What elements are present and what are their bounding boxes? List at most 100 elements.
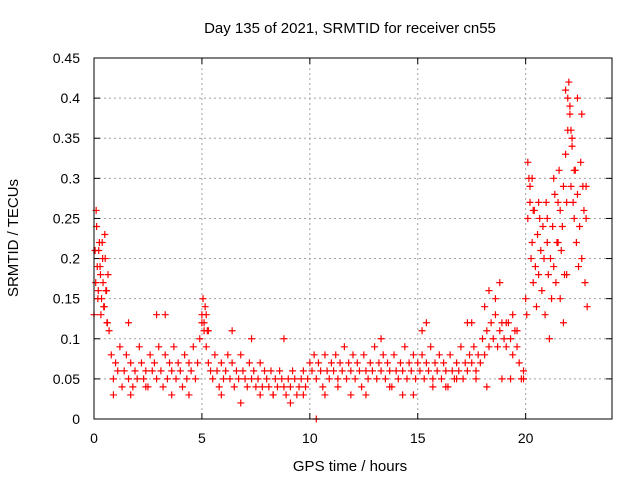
data-point xyxy=(187,367,195,375)
data-point xyxy=(267,367,275,375)
data-point xyxy=(565,78,573,86)
data-point xyxy=(496,327,504,335)
data-point xyxy=(103,319,111,327)
data-point xyxy=(364,375,372,383)
data-point xyxy=(403,375,411,383)
data-point xyxy=(170,343,178,351)
data-point xyxy=(418,327,426,335)
data-point xyxy=(479,335,486,343)
data-point xyxy=(528,174,536,182)
data-point xyxy=(148,367,156,375)
data-point xyxy=(248,375,256,383)
data-point xyxy=(353,359,361,367)
data-point xyxy=(381,375,389,383)
data-point xyxy=(265,383,273,391)
data-point xyxy=(566,102,574,110)
data-point xyxy=(399,391,407,399)
data-point xyxy=(472,375,480,383)
data-point xyxy=(347,391,355,399)
y-tick-label: 0.1 xyxy=(61,331,81,347)
data-point xyxy=(550,263,558,271)
data-point xyxy=(94,287,102,295)
data-point xyxy=(551,190,559,198)
data-point xyxy=(250,367,258,375)
data-point xyxy=(323,367,331,375)
data-point xyxy=(222,367,230,375)
data-point xyxy=(538,287,546,295)
data-point xyxy=(377,367,385,375)
data-point xyxy=(280,335,288,343)
data-point xyxy=(228,359,236,367)
data-point xyxy=(468,359,476,367)
data-point xyxy=(201,303,209,311)
data-point xyxy=(384,359,392,367)
data-point xyxy=(537,247,545,255)
data-point xyxy=(284,375,292,383)
data-point xyxy=(308,367,316,375)
data-point xyxy=(568,134,576,142)
data-point xyxy=(176,367,184,375)
data-point xyxy=(429,375,437,383)
data-point xyxy=(552,279,560,287)
data-point xyxy=(550,174,558,182)
data-point xyxy=(513,343,521,351)
data-point xyxy=(235,375,243,383)
data-point xyxy=(340,343,348,351)
data-point xyxy=(496,279,504,287)
data-point xyxy=(237,399,245,407)
data-point xyxy=(199,295,207,303)
data-point xyxy=(472,367,480,375)
data-point xyxy=(291,375,299,383)
data-point xyxy=(228,327,236,335)
data-point xyxy=(375,359,383,367)
data-point xyxy=(181,351,189,359)
data-point xyxy=(485,287,493,295)
data-point xyxy=(543,239,551,247)
data-point xyxy=(429,383,437,391)
data-point xyxy=(280,383,288,391)
data-point xyxy=(174,359,182,367)
data-point xyxy=(362,391,370,399)
data-point xyxy=(554,239,562,247)
x-tick-label: 5 xyxy=(198,430,206,446)
data-point xyxy=(461,359,469,367)
data-point xyxy=(396,359,404,367)
data-point xyxy=(104,271,112,279)
data-point xyxy=(570,214,578,222)
data-point xyxy=(407,367,415,375)
data-point xyxy=(422,319,430,327)
data-point xyxy=(103,287,111,295)
data-point xyxy=(582,182,590,190)
data-point xyxy=(573,190,581,198)
data-point xyxy=(157,367,165,375)
x-tick-label: 15 xyxy=(410,430,426,446)
data-point xyxy=(409,391,417,399)
data-point xyxy=(573,94,581,102)
data-point xyxy=(107,351,115,359)
data-point xyxy=(491,311,499,319)
data-point xyxy=(529,279,537,287)
data-point xyxy=(276,367,284,375)
data-point xyxy=(183,375,191,383)
data-point xyxy=(566,110,574,118)
data-point xyxy=(325,375,333,383)
data-point xyxy=(412,375,420,383)
data-point xyxy=(459,375,467,383)
data-point xyxy=(481,303,489,311)
data-point xyxy=(409,351,417,359)
data-point xyxy=(207,367,215,375)
y-tick-label: 0.2 xyxy=(61,251,81,267)
data-point xyxy=(500,335,508,343)
data-point xyxy=(431,359,439,367)
data-point xyxy=(399,367,407,375)
data-point xyxy=(425,367,433,375)
data-point xyxy=(355,367,363,375)
data-point xyxy=(319,383,327,391)
data-point xyxy=(534,230,542,238)
data-point xyxy=(317,367,325,375)
data-point xyxy=(96,263,104,271)
data-point xyxy=(237,351,245,359)
data-point xyxy=(343,375,351,383)
data-point xyxy=(224,351,232,359)
